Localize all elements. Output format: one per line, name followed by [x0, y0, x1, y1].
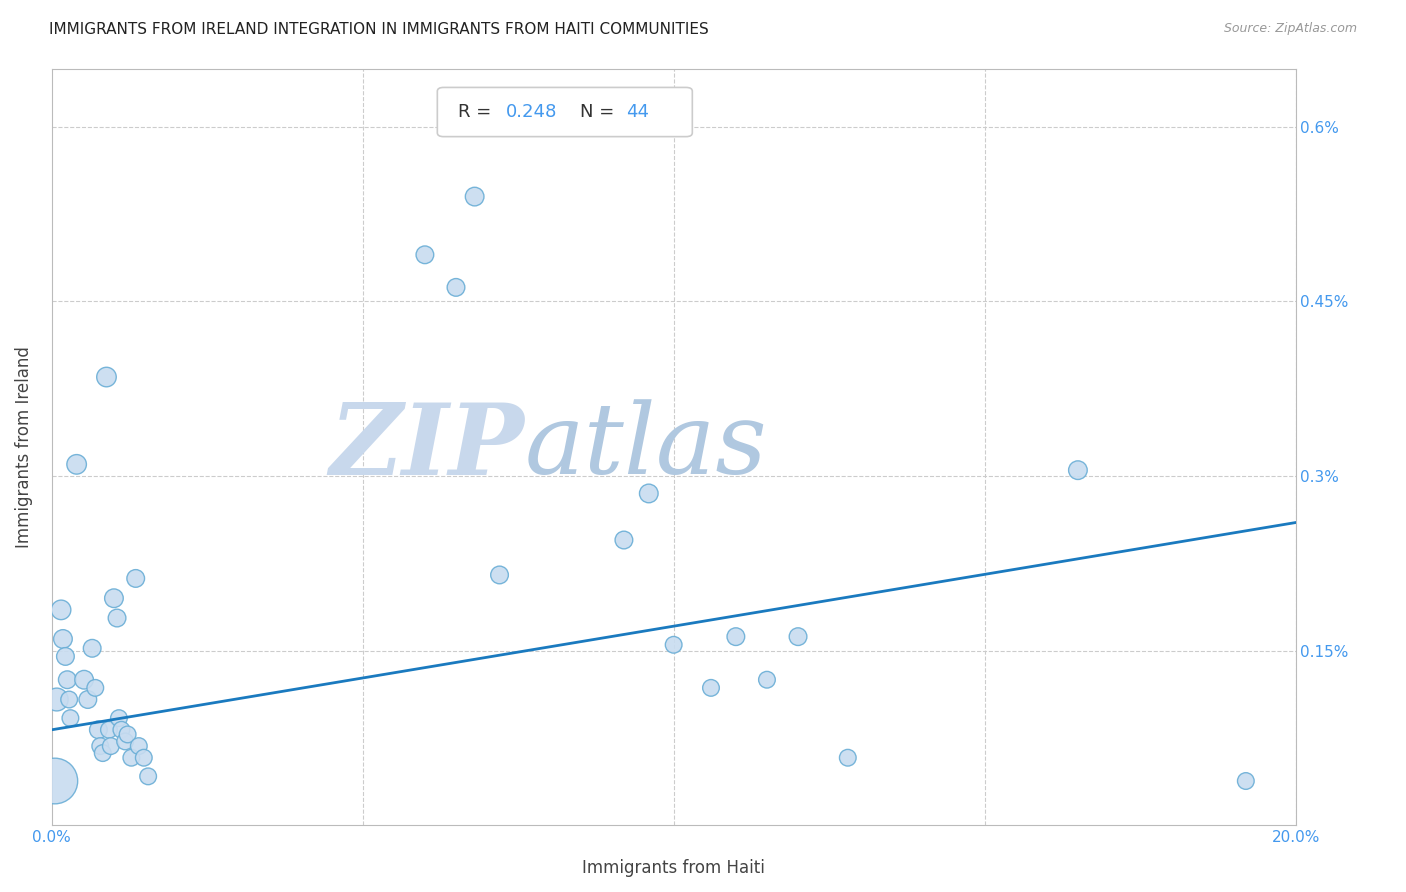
- Point: [105, 611, 128, 625]
- Point: [45, 692, 67, 706]
- Point: [108, 711, 131, 725]
- Point: [110, 723, 132, 737]
- Point: [58, 692, 80, 706]
- Point: [637, 486, 659, 500]
- Text: N =: N =: [581, 103, 620, 121]
- Point: [96, 370, 118, 384]
- Point: [56, 673, 79, 687]
- Point: [613, 533, 636, 547]
- Point: [49, 603, 72, 617]
- Point: [464, 189, 486, 203]
- Point: [59, 711, 82, 725]
- Point: [755, 673, 778, 687]
- Point: [44, 774, 66, 789]
- Point: [87, 723, 110, 737]
- Text: 0.248: 0.248: [506, 103, 557, 121]
- Point: [125, 571, 148, 585]
- Point: [65, 458, 87, 472]
- Point: [724, 630, 747, 644]
- Point: [98, 723, 121, 737]
- Point: [488, 568, 510, 582]
- Point: [55, 649, 77, 664]
- Text: IMMIGRANTS FROM IRELAND INTEGRATION IN IMMIGRANTS FROM HAITI COMMUNITIES: IMMIGRANTS FROM IRELAND INTEGRATION IN I…: [49, 22, 709, 37]
- Point: [89, 739, 111, 753]
- Point: [73, 673, 96, 687]
- Point: [82, 641, 104, 656]
- FancyBboxPatch shape: [437, 87, 692, 136]
- Point: [91, 746, 114, 760]
- Point: [837, 750, 859, 764]
- Point: [1067, 463, 1090, 477]
- Point: [662, 638, 685, 652]
- Text: R =: R =: [458, 103, 498, 121]
- Point: [413, 248, 436, 262]
- Point: [128, 739, 150, 753]
- Point: [136, 769, 159, 783]
- Point: [444, 280, 467, 294]
- Point: [100, 739, 122, 753]
- Y-axis label: Immigrants from Ireland: Immigrants from Ireland: [15, 346, 32, 548]
- Point: [700, 681, 723, 695]
- Point: [84, 681, 107, 695]
- Point: [132, 750, 155, 764]
- Text: 44: 44: [627, 103, 650, 121]
- Point: [52, 632, 75, 646]
- Text: Source: ZipAtlas.com: Source: ZipAtlas.com: [1223, 22, 1357, 36]
- Point: [114, 734, 136, 748]
- Point: [1234, 774, 1257, 789]
- X-axis label: Immigrants from Haiti: Immigrants from Haiti: [582, 859, 765, 877]
- Text: atlas: atlas: [524, 400, 768, 494]
- Point: [103, 591, 125, 606]
- Point: [76, 692, 98, 706]
- Point: [117, 727, 139, 741]
- Text: ZIP: ZIP: [329, 399, 524, 495]
- Point: [120, 750, 142, 764]
- Point: [787, 630, 810, 644]
